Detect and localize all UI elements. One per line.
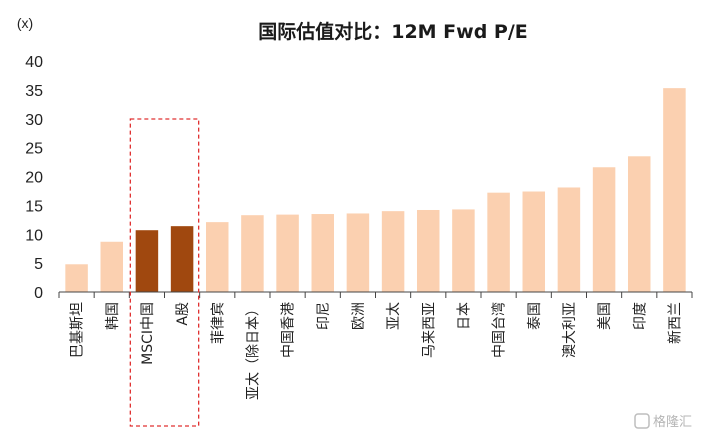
category-label: 韩国 (105, 302, 121, 330)
watermark-text: 格隆汇 (653, 414, 692, 430)
bar (592, 167, 616, 292)
watermark: 格隆汇 (634, 413, 692, 430)
category-label: 泰国 (527, 302, 543, 330)
bar (627, 156, 651, 292)
category-label: 亚太 (386, 302, 402, 330)
bar (276, 214, 299, 292)
y-tick-label: 40 (25, 54, 43, 71)
category-label: 中国台湾 (491, 302, 508, 358)
bar (557, 187, 581, 292)
highlight-box (129, 118, 200, 427)
category-label: 美国 (597, 302, 613, 330)
category-label: 亚太（除日本） (245, 302, 261, 400)
y-tick-label: 30 (25, 112, 43, 129)
bar (311, 214, 335, 292)
category-label: 巴基斯坦 (69, 302, 86, 358)
y-axis-unit: (x) (17, 15, 33, 31)
category-label: 马来西亚 (421, 302, 437, 358)
y-tick-label: 25 (25, 141, 43, 158)
bar (416, 209, 440, 292)
y-tick-label: 35 (25, 83, 43, 100)
category-label: 日本 (456, 302, 472, 330)
category-labels: 巴基斯坦 韩国 MSCI中国 A股 菲律宾 亚太（除日本） 中国香港 印尼 欧洲 亚太 马来西亚 日本… (69, 302, 684, 400)
y-tick-label: 0 (34, 285, 43, 302)
chart-title: 国际估值对比：12M Fwd P/E (258, 20, 528, 43)
category-label: 菲律宾 (210, 302, 226, 344)
bar (241, 215, 264, 292)
y-tick-label: 20 (25, 170, 43, 187)
category-label: 中国香港 (281, 302, 297, 358)
category-label: 欧洲 (351, 302, 367, 330)
category-label: 新西兰 (667, 302, 683, 344)
bar (452, 209, 475, 292)
bar (663, 88, 686, 292)
y-tick-label: 10 (25, 227, 43, 244)
bar (205, 222, 229, 292)
y-tick-label: 15 (25, 198, 43, 215)
bar (135, 230, 159, 292)
category-label: A股 (175, 302, 191, 326)
bar (100, 241, 124, 292)
watermark-logo-icon (634, 413, 650, 429)
bar (487, 192, 510, 292)
y-axis-ticks: 0 5 10 15 20 25 30 35 40 (25, 54, 43, 302)
category-label: 澳大利亚 (562, 302, 578, 358)
bar (522, 191, 546, 292)
bar (170, 226, 194, 292)
category-label: 印度 (632, 302, 648, 330)
bar (65, 264, 88, 292)
bar-series (65, 88, 686, 292)
bar (381, 211, 405, 292)
bar (346, 213, 370, 292)
category-label: 印尼 (316, 302, 332, 330)
category-label: MSCI中国 (140, 302, 156, 365)
y-tick-label: 5 (34, 256, 43, 273)
x-axis-ticks (58, 292, 693, 298)
